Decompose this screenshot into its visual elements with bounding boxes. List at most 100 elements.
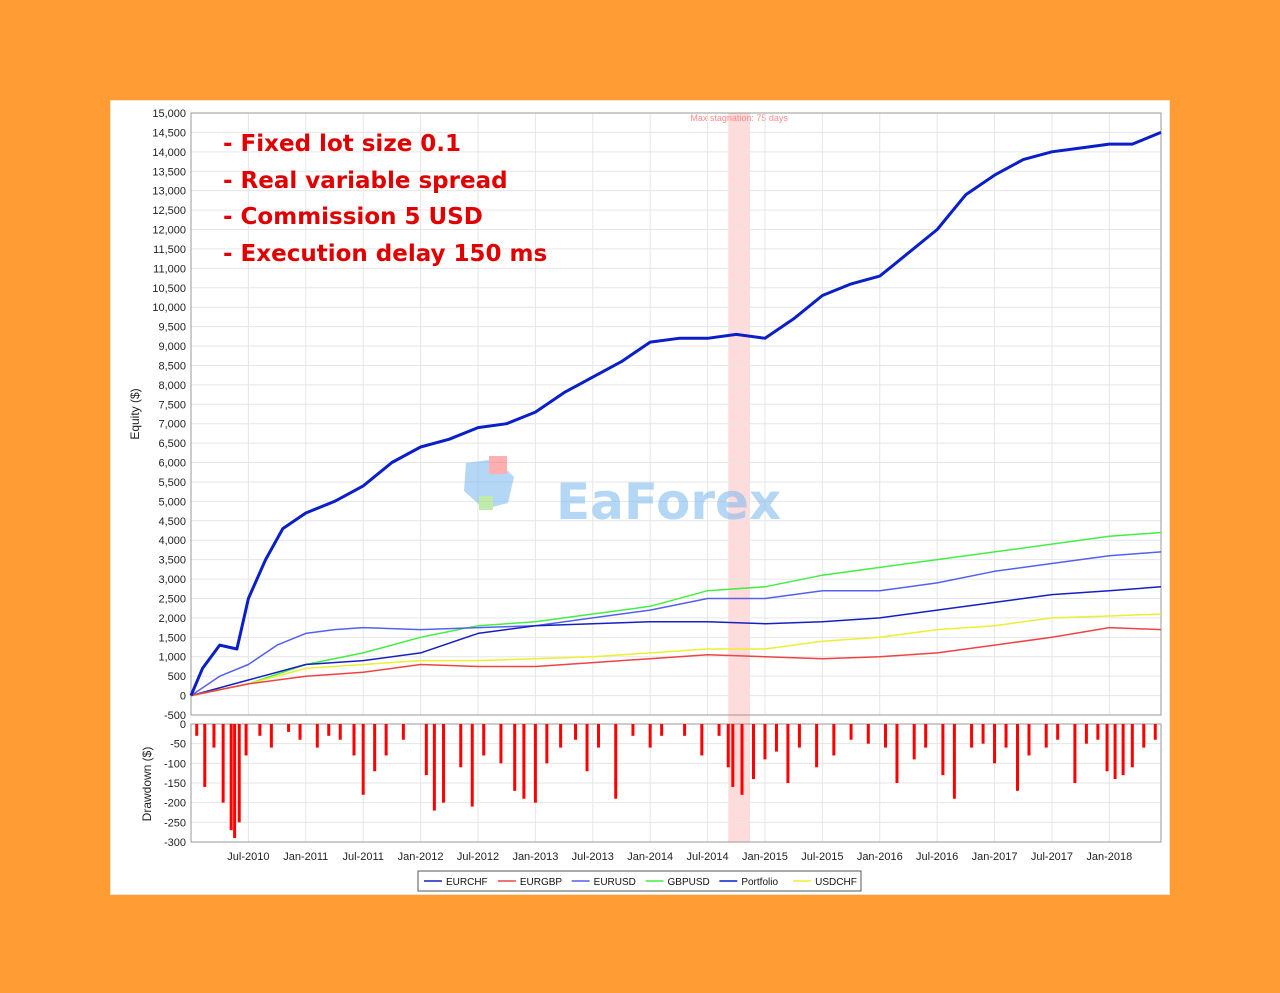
drawdown-bar [797, 724, 801, 748]
series-line-gbpusd [190, 531, 1162, 697]
equity-y-tick-label: 11,500 [153, 244, 186, 256]
watermark-logo [464, 456, 514, 510]
drawdown-bar [1113, 724, 1117, 780]
x-tick-label: Jan-2012 [398, 851, 444, 863]
drawdown-bar [815, 724, 819, 768]
chart-frame: Max stagnation: 75 days EaForex 15,000 14… [110, 100, 1170, 895]
equity-y-tick-label: 10,500 [152, 283, 186, 295]
equity-y-tick-label: 7,000 [158, 419, 186, 431]
drawdown-bar [740, 724, 744, 795]
equity-y-tick-label: 0 [180, 691, 186, 703]
drawdown-bar [545, 724, 549, 764]
equity-y-axis-title: Equity ($) [128, 388, 142, 439]
drawdown-bar [631, 724, 635, 736]
annotation-lot-size: - Fixed lot size 0.1 [223, 131, 461, 157]
equity-y-tick-label: 12,000 [152, 225, 186, 237]
equity-y-tick-label: 500 [168, 671, 186, 683]
drawdown-bar [614, 724, 618, 799]
drawdown-bar [1121, 724, 1125, 776]
equity-y-tick-label: 2,000 [158, 613, 186, 625]
drawdown-bar [559, 724, 563, 748]
equity-lines [189, 131, 1162, 697]
drawdown-bar [244, 724, 248, 756]
drawdown-bar [522, 724, 526, 799]
watermark-text: EaForex [556, 473, 781, 531]
drawdown-bar [482, 724, 486, 756]
drawdown-bar [287, 724, 291, 732]
drawdown-bar [459, 724, 463, 768]
drawdown-bar [237, 724, 241, 823]
drawdown-bar [499, 724, 503, 764]
series-line-eurchf [190, 586, 1162, 697]
drawdown-bar [751, 724, 755, 780]
x-tick-label: Jul-2017 [1031, 851, 1073, 863]
drawdown-bar [1073, 724, 1077, 783]
drawdown-bar [683, 724, 687, 736]
drawdown-bars [195, 724, 1157, 839]
x-tick-label: Jul-2013 [572, 851, 614, 863]
x-tick-label: Jul-2016 [916, 851, 958, 863]
drawdown-bar [384, 724, 388, 756]
equity-y-tick-label: -500 [164, 710, 186, 722]
equity-y-tick-label: 1,500 [158, 632, 186, 644]
drawdown-bar [258, 724, 262, 736]
drawdown-bar [432, 724, 436, 811]
drawdown-y-tick-label: 0 [180, 719, 186, 731]
equity-y-tick-label: 8,000 [158, 380, 186, 392]
drawdown-bar [1004, 724, 1008, 748]
drawdown-bar [513, 724, 517, 791]
watermark-logo-accent-green [479, 496, 493, 510]
drawdown-bar [229, 724, 233, 831]
x-tick-label: Jan-2017 [972, 851, 1018, 863]
drawdown-bar [717, 724, 721, 736]
drawdown-bar [269, 724, 273, 748]
drawdown-bar [731, 724, 735, 787]
drawdown-bar [233, 724, 237, 839]
equity-y-tick-label: 4,000 [158, 535, 186, 547]
drawdown-y-axis-title: Drawdown ($) [140, 747, 154, 822]
drawdown-y-tick-label: -300 [164, 837, 186, 849]
drawdown-bar [895, 724, 899, 783]
drawdown-bar [970, 724, 974, 748]
drawdown-y-ticks: 0 -50 -100 -150 -200 -250 -300 [164, 719, 186, 849]
drawdown-bar [1016, 724, 1020, 791]
x-ticks: Jul-2010 Jan-2011 Jul-2011 Jan-2012 Jul-2012… [227, 851, 1132, 863]
equity-y-tick-label: 3,500 [158, 555, 186, 567]
x-tick-label: Jul-2012 [457, 851, 499, 863]
drawdown-bar [1096, 724, 1100, 740]
series-line-usdchf [190, 613, 1162, 697]
annotation-execution-delay: - Execution delay 150 ms [223, 241, 547, 267]
equity-y-tick-label: 9,000 [158, 341, 186, 353]
legend-label-eurusd: EURUSD [594, 877, 636, 888]
equity-y-tick-label: 2,500 [158, 593, 186, 605]
drawdown-bar [726, 724, 730, 768]
annotation-commission: - Commission 5 USD [223, 204, 483, 230]
drawdown-bar [442, 724, 446, 803]
x-tick-label: Jul-2014 [686, 851, 728, 863]
gridlines [191, 112, 1161, 716]
drawdown-bar [786, 724, 790, 783]
drawdown-bar [298, 724, 302, 740]
drawdown-bar [648, 724, 652, 748]
x-tick-label: Jul-2011 [342, 851, 383, 863]
equity-y-ticks: 15,000 14,500 14,000 13,500 13,000 12,500 12,0… [152, 108, 186, 722]
drawdown-bar [203, 724, 207, 787]
drawdown-bar [533, 724, 537, 803]
equity-y-tick-label: 15,000 [152, 108, 186, 120]
drawdown-bar [660, 724, 664, 736]
x-tick-label: Jan-2013 [512, 851, 558, 863]
equity-y-tick-label: 10,000 [152, 302, 186, 314]
drawdown-bar [700, 724, 704, 756]
equity-y-tick-label: 11,000 [153, 263, 186, 275]
drawdown-bar [585, 724, 589, 772]
drawdown-bar [1153, 724, 1157, 740]
legend-label-eurgbp: EURGBP [520, 877, 563, 888]
equity-y-tick-label: 9,500 [158, 322, 186, 334]
drawdown-gridlines [191, 723, 1161, 843]
drawdown-bar [424, 724, 428, 776]
equity-y-tick-label: 13,000 [152, 186, 186, 198]
drawdown-bar [924, 724, 928, 748]
equity-y-tick-label: 7,500 [158, 399, 186, 411]
drawdown-bar [912, 724, 916, 760]
drawdown-bar [763, 724, 767, 760]
